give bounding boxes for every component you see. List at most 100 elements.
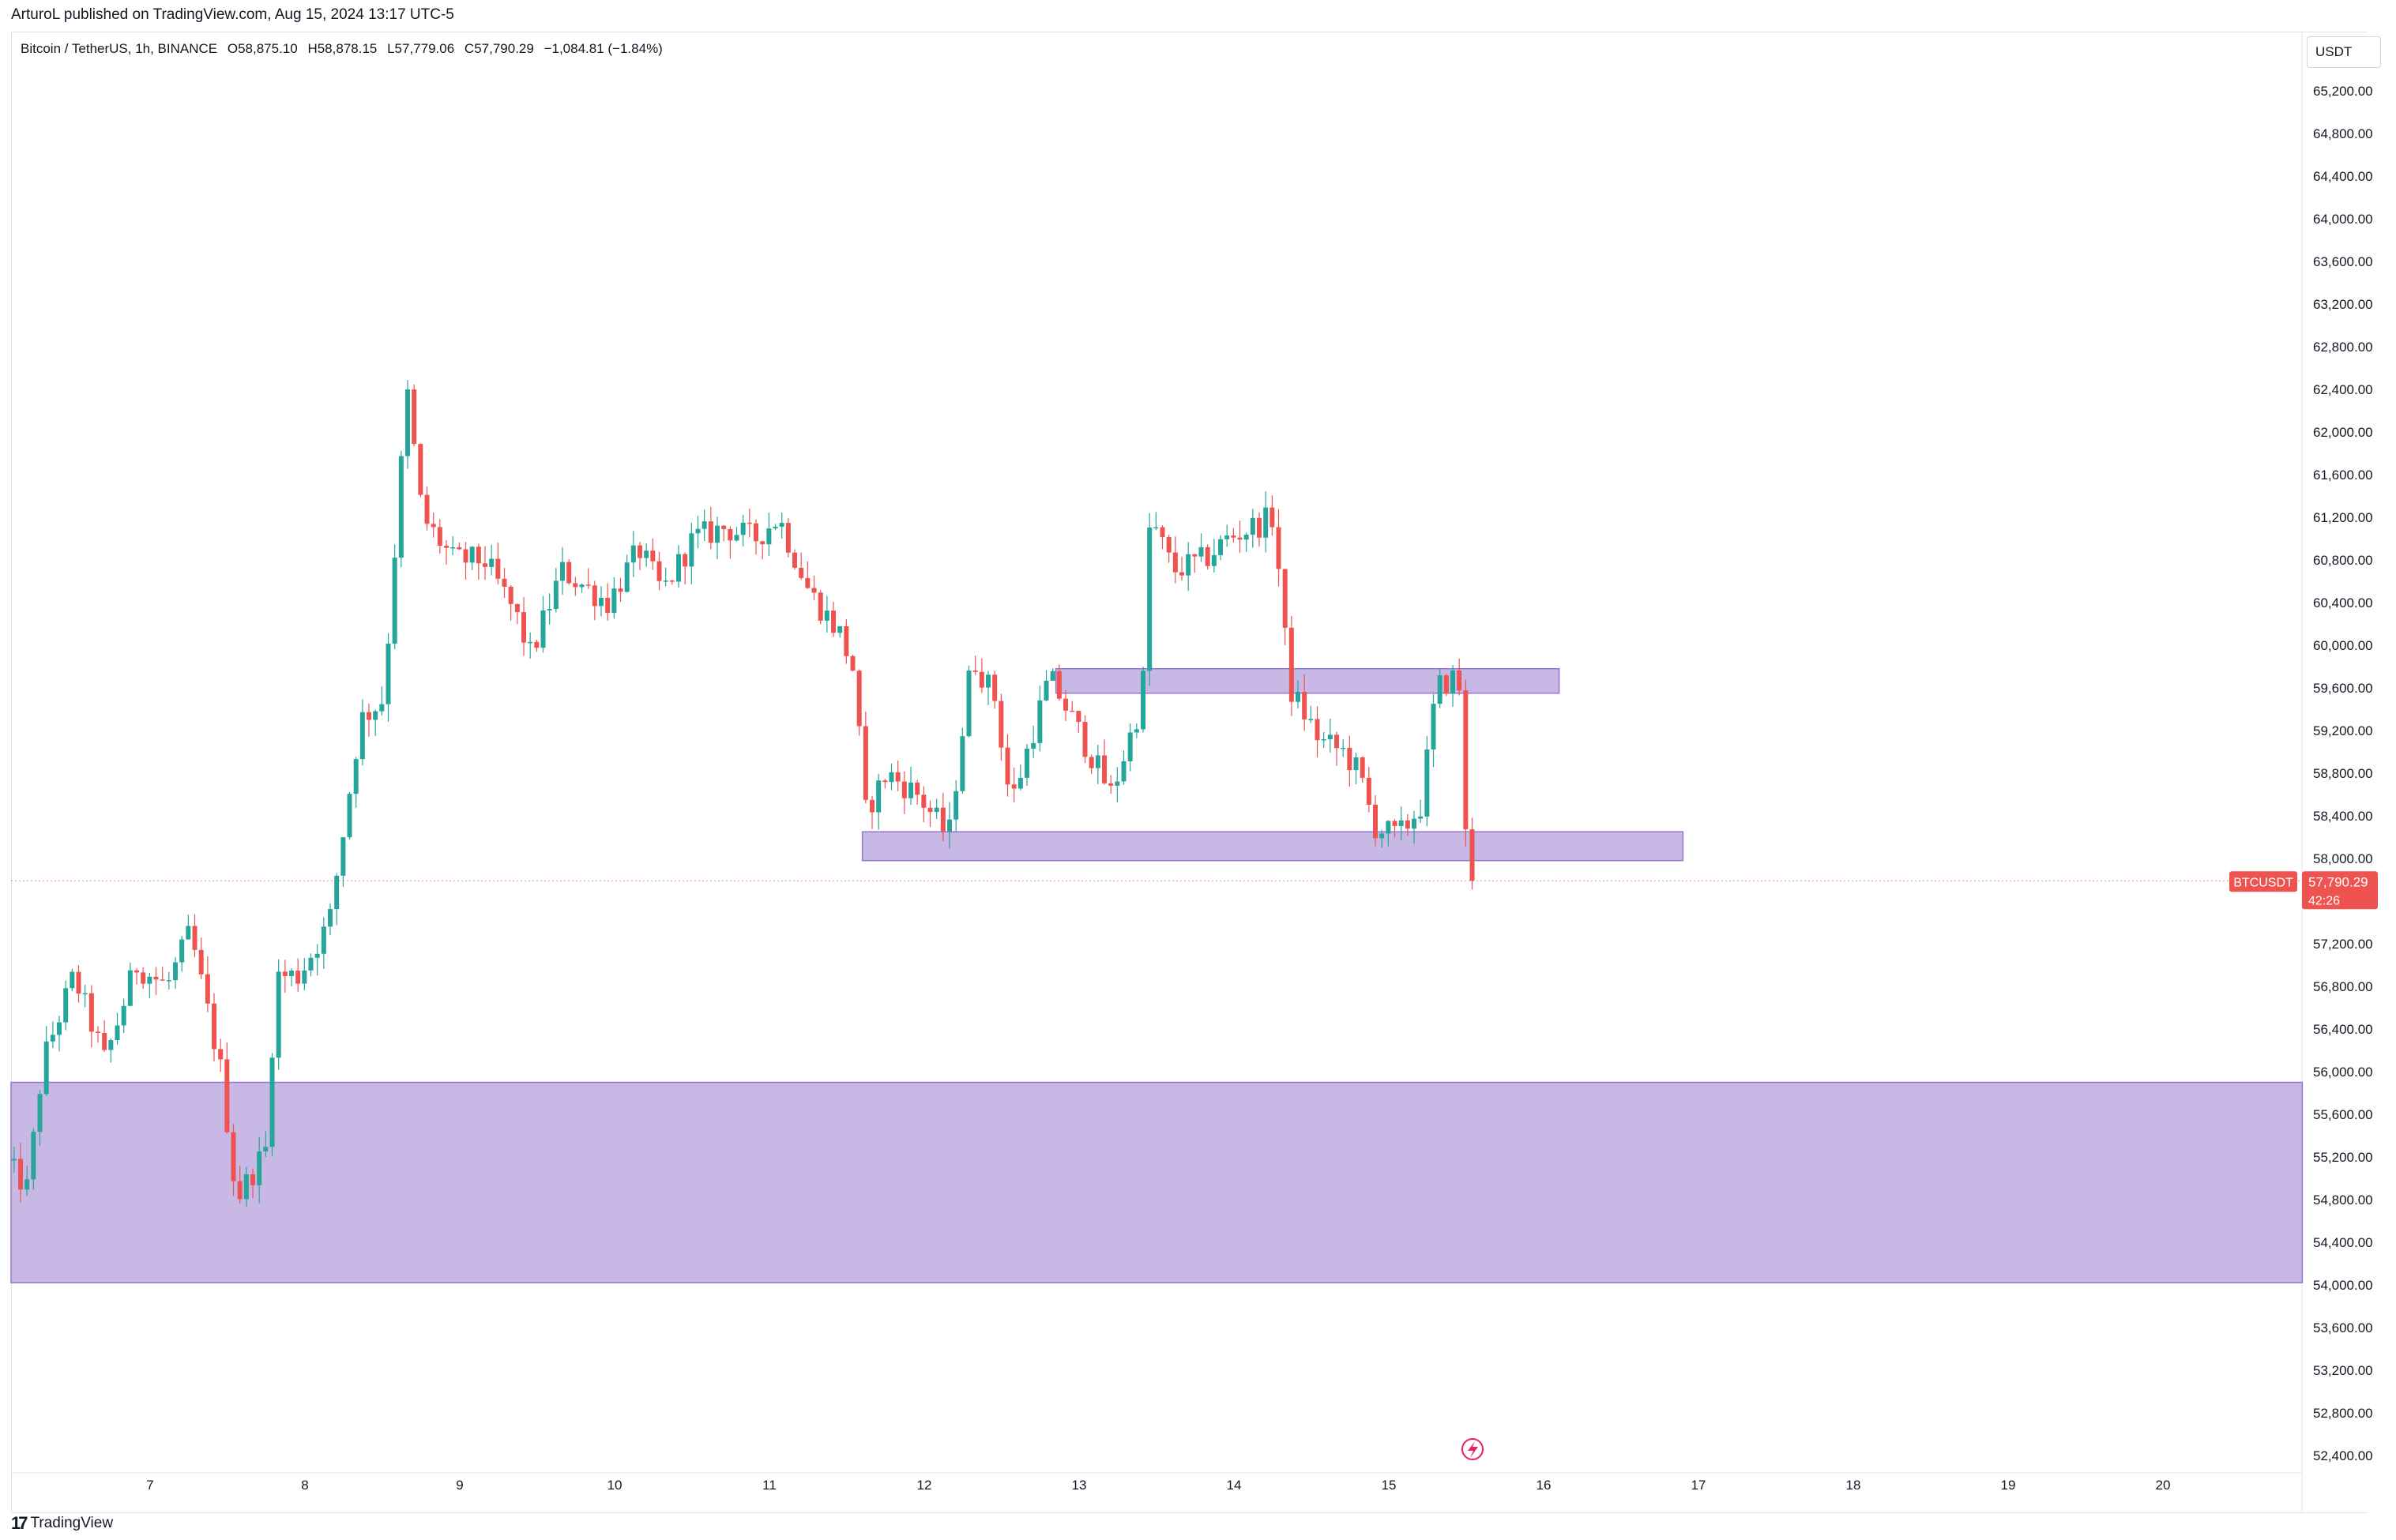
candle-body — [754, 523, 759, 542]
candle-body — [1392, 821, 1397, 826]
y-tick-label: 55,600.00 — [2313, 1107, 2373, 1122]
candle-body — [321, 926, 326, 954]
candle-body — [43, 1041, 49, 1095]
candle-body — [766, 528, 772, 545]
candle-body — [457, 547, 462, 550]
candle-body — [811, 588, 817, 593]
candle-body — [915, 782, 920, 795]
candle-body — [876, 780, 882, 813]
candle-body — [1327, 734, 1333, 740]
y-tick-label: 62,800.00 — [2313, 340, 2373, 355]
x-tick-label: 15 — [1382, 1478, 1397, 1493]
candle-body — [579, 584, 585, 588]
candle-body — [431, 524, 436, 528]
candle-body — [689, 533, 694, 567]
candle-body — [302, 970, 307, 984]
candle-body — [1457, 670, 1462, 691]
candle-body — [1141, 670, 1146, 730]
candle-body — [695, 528, 701, 534]
candle-body — [585, 584, 591, 586]
candle-body — [901, 781, 907, 798]
candle-body — [1469, 829, 1475, 881]
candle-body — [1315, 719, 1320, 741]
candle-body — [1082, 722, 1088, 757]
candle-body — [1231, 535, 1236, 538]
candle-body — [263, 1147, 269, 1152]
candle-body — [540, 610, 546, 648]
candle-body — [721, 525, 727, 529]
tradingview-logo-icon: 17 — [11, 1513, 28, 1533]
y-tick-label: 64,000.00 — [2313, 212, 2373, 227]
y-tick-label: 53,600.00 — [2313, 1320, 2373, 1335]
candle-body — [927, 807, 933, 813]
candle-body — [1398, 820, 1404, 826]
candle-body — [676, 554, 682, 582]
candle-body — [334, 875, 340, 910]
candle-body — [121, 1005, 126, 1026]
y-tick-label: 59,600.00 — [2313, 681, 2373, 696]
candle-body — [1347, 747, 1352, 771]
candle-body — [1186, 554, 1191, 576]
y-tick-label: 52,800.00 — [2313, 1406, 2373, 1421]
candle-body — [1405, 820, 1410, 829]
y-tick-label: 61,200.00 — [2313, 510, 2373, 525]
candle-body — [108, 1040, 114, 1050]
candle-body — [367, 712, 372, 720]
candle-body — [11, 1159, 17, 1161]
candle-body — [669, 580, 675, 582]
candle-body — [1127, 732, 1133, 761]
candle-body — [373, 711, 378, 720]
candle-body — [483, 563, 488, 567]
candle-body — [37, 1094, 43, 1132]
candle-body — [889, 772, 894, 783]
currency-selector[interactable]: USDT — [2307, 36, 2381, 68]
candle-body — [1205, 547, 1210, 566]
y-tick-label: 56,400.00 — [2313, 1022, 2373, 1037]
candle-body — [250, 1174, 256, 1185]
y-tick-label: 63,600.00 — [2313, 254, 2373, 269]
chart-frame — [11, 32, 2367, 1513]
candle-body — [592, 585, 597, 607]
candle-body — [160, 979, 165, 981]
candle-body — [212, 1003, 217, 1050]
candle-body — [870, 799, 875, 813]
candle-body — [934, 807, 939, 813]
candle-body — [1288, 627, 1294, 702]
low-value: L57,779.06 — [387, 41, 455, 56]
candle-body — [340, 837, 346, 876]
candle-body — [708, 521, 713, 543]
candle-body — [1050, 670, 1055, 681]
countdown-label: 42:26 — [2308, 894, 2340, 907]
y-tick-label: 58,800.00 — [2313, 766, 2373, 781]
candle-body — [82, 993, 88, 995]
candle-body — [386, 643, 391, 704]
candle-body — [102, 1033, 107, 1050]
candle-body — [1070, 710, 1075, 712]
x-tick-label: 7 — [146, 1478, 153, 1493]
candle-body — [792, 552, 798, 568]
candle-body — [992, 674, 998, 701]
candle-body — [1257, 517, 1262, 538]
candle-body — [534, 641, 540, 648]
y-tick-label: 60,400.00 — [2313, 595, 2373, 610]
y-tick-label: 63,200.00 — [2313, 297, 2373, 312]
symbol-tag — [2229, 871, 2297, 892]
candle-body — [1366, 777, 1371, 805]
y-tick-label: 54,400.00 — [2313, 1235, 2373, 1250]
footer-brand[interactable]: 17 TradingView — [11, 1513, 113, 1534]
candle-body — [186, 926, 191, 940]
candle-body — [1296, 692, 1301, 702]
candle-body — [1263, 507, 1269, 538]
candle-body — [231, 1132, 236, 1181]
x-tick-label: 9 — [456, 1478, 463, 1493]
candle-body — [70, 971, 75, 989]
y-tick-label: 54,000.00 — [2313, 1278, 2373, 1293]
candle-body — [972, 670, 978, 672]
publisher-line: ArturoL published on TradingView.com, Au… — [11, 6, 454, 23]
candle-body — [18, 1159, 24, 1190]
candle-body — [1282, 569, 1288, 628]
candle-body — [779, 523, 784, 527]
y-tick-label: 65,200.00 — [2313, 84, 2373, 99]
candle-body — [57, 1022, 62, 1035]
